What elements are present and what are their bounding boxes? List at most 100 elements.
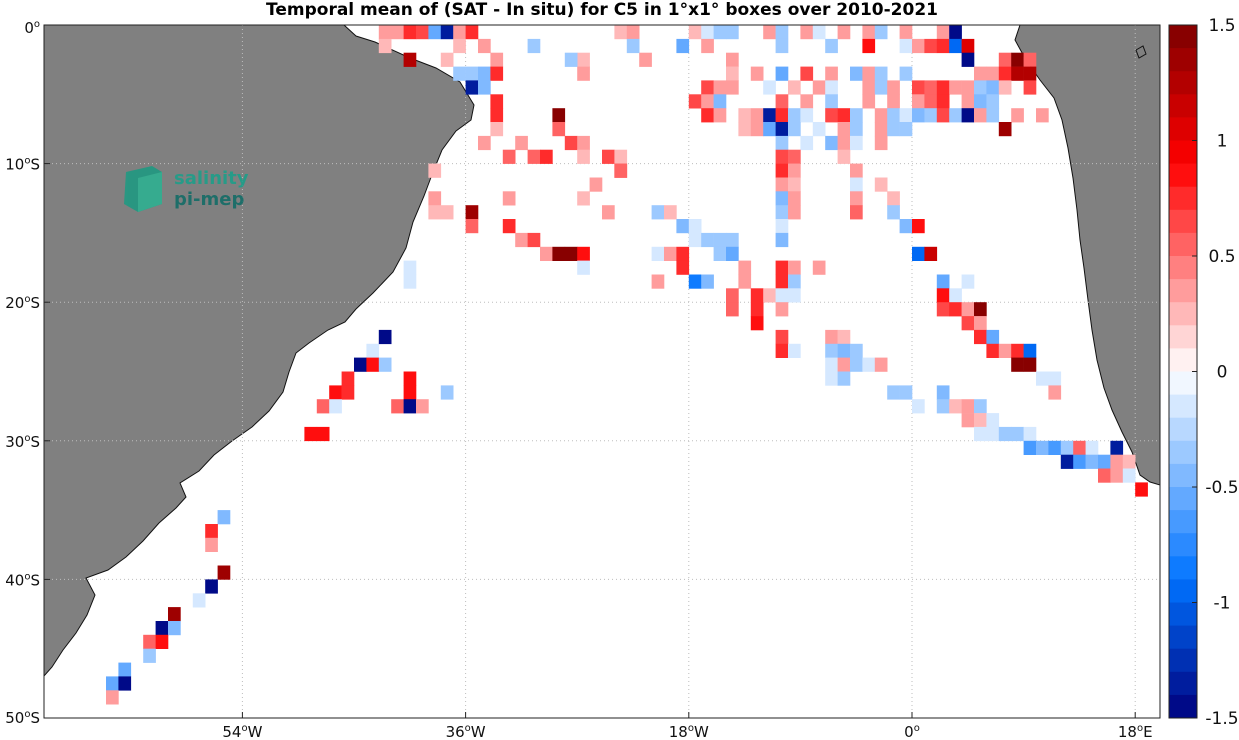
data-cell (540, 149, 553, 164)
colorbar-bin (1169, 510, 1197, 534)
data-cell (205, 579, 218, 594)
data-cell (775, 38, 789, 54)
data-cell (378, 329, 392, 345)
data-cell (391, 25, 404, 40)
data-cell (564, 52, 578, 67)
data-cell (775, 177, 789, 192)
data-cell (887, 80, 900, 95)
data-cell (788, 177, 801, 192)
data-cell (478, 135, 491, 151)
data-cell (1048, 440, 1062, 455)
data-cell (701, 274, 714, 289)
data-cell (713, 25, 727, 40)
data-cell (416, 25, 429, 40)
data-cell (775, 191, 789, 206)
data-cell (403, 371, 417, 386)
lon-tick-label: 18oE (1118, 723, 1153, 740)
colorbar-bin (1169, 671, 1197, 696)
data-cell (552, 108, 566, 123)
lon-tick-label: 54oW (222, 723, 262, 740)
data-cell (998, 52, 1012, 67)
data-cell (974, 329, 987, 345)
lat-tick-label: 50oS (5, 709, 40, 727)
data-cell (850, 66, 863, 81)
data-cell (1122, 454, 1136, 469)
data-cell (924, 38, 938, 54)
data-cell (651, 274, 665, 289)
data-cell (1011, 357, 1024, 372)
data-cell (527, 149, 541, 164)
data-cell (552, 122, 566, 137)
data-cell (998, 66, 1012, 81)
data-cell (217, 510, 231, 525)
data-cell (986, 108, 1000, 123)
colorbar-tick-label: 0 (1217, 363, 1228, 383)
data-cell (453, 25, 466, 40)
data-cell (1011, 426, 1024, 442)
colorbar-bin (1169, 533, 1197, 557)
data-cell (1110, 440, 1124, 455)
colorbar-bin (1169, 140, 1197, 164)
data-cell (974, 316, 987, 331)
data-cell (924, 108, 938, 123)
data-cell (874, 108, 888, 123)
data-cell (825, 94, 838, 109)
data-cell (775, 329, 789, 345)
data-cell (1011, 66, 1024, 81)
data-cell (949, 288, 962, 303)
data-cell (1023, 357, 1037, 372)
data-cell (664, 205, 677, 220)
data-cell (1036, 371, 1049, 386)
data-cell (726, 52, 739, 67)
data-cell (1036, 108, 1049, 123)
data-cell (354, 357, 367, 372)
lat-tick-label: 0o (24, 19, 40, 37)
data-cell (1023, 66, 1037, 81)
data-cell (205, 537, 218, 552)
data-cell (961, 52, 975, 67)
data-cell (763, 288, 776, 303)
data-cell (936, 399, 950, 414)
data-cell (837, 357, 851, 372)
data-cell (118, 676, 132, 691)
data-cell (440, 25, 454, 40)
data-cell (602, 205, 615, 220)
data-cell (1048, 385, 1062, 400)
data-cell (924, 80, 938, 95)
data-cell (1098, 454, 1111, 469)
data-cell (812, 122, 826, 137)
data-cell (775, 163, 789, 178)
data-cell (986, 413, 1000, 428)
data-cell (1085, 440, 1099, 455)
data-cell (936, 80, 950, 95)
data-cell (837, 108, 851, 123)
data-cell (577, 135, 590, 151)
data-cell (763, 122, 776, 137)
data-cell (850, 357, 863, 372)
data-cell (874, 25, 888, 40)
data-cell (478, 38, 491, 54)
lon-tick-label: 36oW (446, 723, 486, 740)
colorbar-bin (1169, 556, 1197, 580)
data-cell (936, 288, 950, 303)
colorbar-bin (1169, 579, 1197, 603)
data-cell (688, 274, 702, 289)
data-cell (316, 426, 330, 442)
data-cell (490, 122, 504, 137)
data-cell (1073, 440, 1086, 455)
data-cell (701, 108, 714, 123)
data-cell (887, 205, 900, 220)
data-cell (713, 246, 727, 261)
colorbar-bin (1169, 417, 1197, 442)
data-cell (874, 357, 888, 372)
data-cell (465, 66, 479, 81)
colorbar-bin (1169, 117, 1197, 141)
data-cell (949, 399, 962, 414)
data-cell (850, 191, 863, 206)
data-cell (924, 94, 938, 109)
colorbar-bin (1169, 394, 1197, 419)
data-cell (316, 399, 330, 414)
data-cell (713, 108, 727, 123)
data-cell (577, 246, 590, 261)
data-cell (490, 52, 504, 67)
